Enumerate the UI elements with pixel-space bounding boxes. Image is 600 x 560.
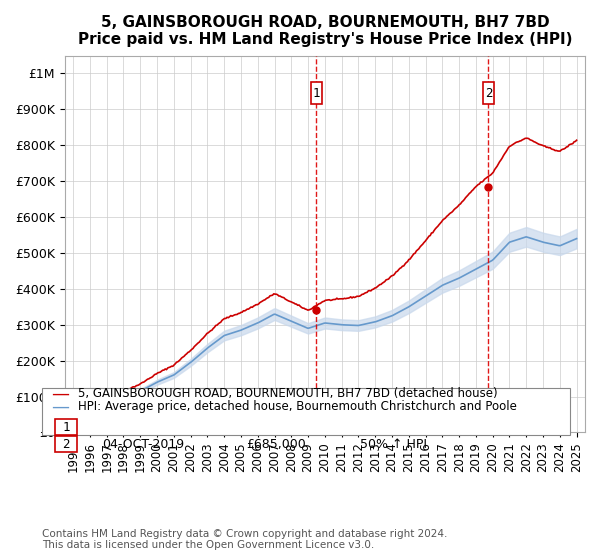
Text: 5, GAINSBOROUGH ROAD, BOURNEMOUTH, BH7 7BD (detached house): 5, GAINSBOROUGH ROAD, BOURNEMOUTH, BH7 7… — [78, 387, 497, 400]
Text: 17% ↑ HPI: 17% ↑ HPI — [360, 421, 427, 434]
Text: 5, GAINSBOROUGH ROAD, BOURNEMOUTH, BH7 7BD (detached house): 5, GAINSBOROUGH ROAD, BOURNEMOUTH, BH7 7… — [90, 388, 510, 402]
Text: 04-OCT-2019: 04-OCT-2019 — [102, 437, 184, 451]
Text: 06-JUL-2009: 06-JUL-2009 — [102, 421, 179, 434]
Text: 2: 2 — [62, 437, 70, 451]
Text: HPI: Average price, detached house, Bournemouth Christchurch and Poole: HPI: Average price, detached house, Bour… — [78, 400, 517, 413]
Text: 1: 1 — [62, 421, 70, 434]
Text: —: — — [51, 398, 69, 416]
Text: HPI: Average price, detached house, Bournemouth Christchurch and Poole: HPI: Average price, detached house, Bour… — [80, 405, 520, 418]
Title: 5, GAINSBOROUGH ROAD, BOURNEMOUTH, BH7 7BD
Price paid vs. HM Land Registry's Hou: 5, GAINSBOROUGH ROAD, BOURNEMOUTH, BH7 7… — [77, 15, 572, 48]
Text: Contains HM Land Registry data © Crown copyright and database right 2024.
This d: Contains HM Land Registry data © Crown c… — [42, 529, 448, 550]
FancyBboxPatch shape — [484, 82, 494, 104]
Text: —: — — [51, 385, 69, 403]
Text: 50% ↑ HPI: 50% ↑ HPI — [360, 437, 427, 451]
Text: 1: 1 — [313, 87, 320, 100]
FancyBboxPatch shape — [311, 82, 322, 104]
Text: £685,000: £685,000 — [246, 437, 306, 451]
Text: £340,000: £340,000 — [246, 421, 305, 434]
Text: 2: 2 — [485, 87, 492, 100]
